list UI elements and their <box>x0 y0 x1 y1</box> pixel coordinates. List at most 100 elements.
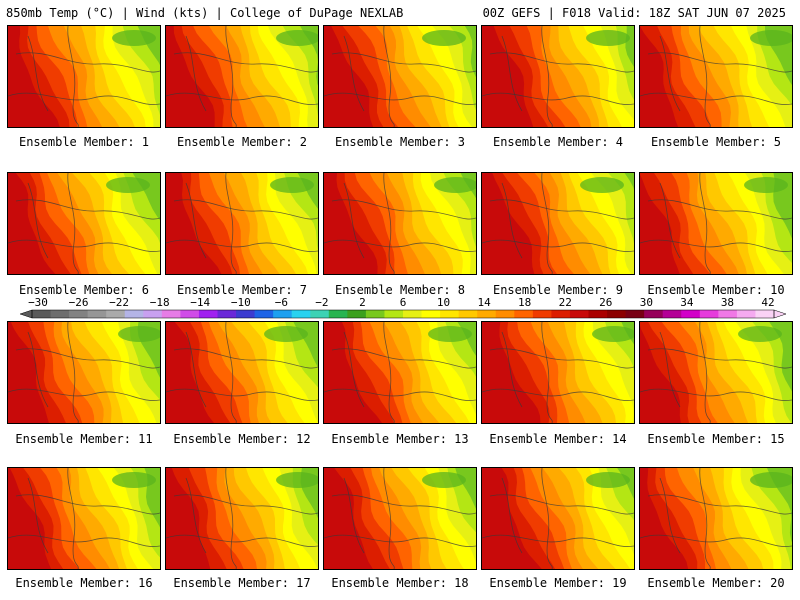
ensemble-panel <box>7 172 161 275</box>
ensemble-panel <box>165 172 319 275</box>
temperature-map-icon <box>482 26 634 127</box>
temperature-map-icon <box>324 468 476 569</box>
colorbar-tick-label: 14 <box>477 296 491 309</box>
ensemble-panel <box>165 467 319 570</box>
temperature-map-icon <box>324 26 476 127</box>
colorbar: −30 −26 −22 −18 −14 −10 −6 −2 2 6 10 14 18 22 26 30 34 38… <box>19 296 787 319</box>
panel-label: Ensemble Member: 20 <box>647 576 785 590</box>
ensemble-panel <box>323 321 477 424</box>
panel-label: Ensemble Member: 19 <box>489 576 627 590</box>
colorbar-segment <box>124 310 144 318</box>
colorbar-segment <box>50 310 70 318</box>
colorbar-tick-label: −14 <box>190 296 210 309</box>
panel-label: Ensemble Member: 2 <box>176 135 308 149</box>
colorbar-segment <box>699 310 719 318</box>
colorbar-segment <box>495 310 515 318</box>
colorbar-segment <box>662 310 682 318</box>
ensemble-panel <box>323 25 477 128</box>
colorbar-segment <box>458 310 478 318</box>
colorbar-segment <box>755 310 775 318</box>
colorbar-segment <box>440 310 460 318</box>
temperature-map-icon <box>482 468 634 569</box>
panel-label: Ensemble Member: 13 <box>331 432 469 446</box>
colorbar-tick-label: 42 <box>761 296 774 309</box>
colorbar-segment <box>106 310 126 318</box>
temperature-map-icon <box>8 173 160 274</box>
colorbar-segment <box>217 310 237 318</box>
colorbar-segment <box>273 310 293 318</box>
ensemble-panel <box>165 25 319 128</box>
colorbar-segment <box>607 310 627 318</box>
colorbar-segment <box>236 310 256 318</box>
ensemble-panel <box>639 172 793 275</box>
panel-label: Ensemble Member: 16 <box>15 576 153 590</box>
temperature-map-icon <box>482 173 634 274</box>
panel-label: Ensemble Member: 14 <box>489 432 627 446</box>
panel-label: Ensemble Member: 5 <box>650 135 782 149</box>
panel-label: Ensemble Member: 18 <box>331 576 469 590</box>
colorbar-tick-label: 30 <box>640 296 653 309</box>
colorbar-segment <box>328 310 348 318</box>
colorbar-segment <box>143 310 163 318</box>
colorbar-segment <box>718 310 738 318</box>
temperature-map-icon <box>166 173 318 274</box>
colorbar-segment <box>681 310 701 318</box>
temperature-map-icon <box>166 26 318 127</box>
colorbar-tick-label: −10 <box>231 296 251 309</box>
colorbar-segment <box>514 310 534 318</box>
colorbar-segment <box>551 310 571 318</box>
colorbar-tick-label: 22 <box>559 296 572 309</box>
ensemble-panel <box>165 321 319 424</box>
colorbar-segment <box>384 310 404 318</box>
run-valid-time: 00Z GEFS | F018 Valid: 18Z SAT JUN 07 20… <box>482 6 786 20</box>
colorbar-tick-label: −30 <box>28 296 48 309</box>
colorbar-segment <box>477 310 497 318</box>
panel-label: Ensemble Member: 17 <box>173 576 311 590</box>
colorbar-segment <box>644 310 664 318</box>
colorbar-tick-label: 10 <box>437 296 450 309</box>
ensemble-panel <box>481 321 635 424</box>
colorbar-segment <box>69 310 89 318</box>
colorbar-segment <box>365 310 385 318</box>
colorbar-segment <box>588 310 608 318</box>
colorbar-segment <box>569 310 589 318</box>
temperature-map-icon <box>482 322 634 423</box>
colorbar-segment <box>532 310 552 318</box>
colorbar-segment <box>180 310 200 318</box>
ensemble-panel <box>323 172 477 275</box>
temperature-map-icon <box>324 322 476 423</box>
colorbar-tick-label: −6 <box>275 296 288 309</box>
colorbar-segment <box>736 310 756 318</box>
ensemble-panel <box>7 467 161 570</box>
panel-label: Ensemble Member: 12 <box>173 432 311 446</box>
panel-label: Ensemble Member: 15 <box>647 432 785 446</box>
plot-title: 850mb Temp (°C) | Wind (kts) | College o… <box>6 6 404 20</box>
ensemble-panel <box>639 467 793 570</box>
colorbar-segment <box>198 310 218 318</box>
colorbar-tick-label: 38 <box>721 296 734 309</box>
ensemble-panel <box>7 25 161 128</box>
temperature-map-icon <box>8 322 160 423</box>
colorbar-max-arrow-icon <box>773 309 787 319</box>
colorbar-tick-label: 18 <box>518 296 531 309</box>
temperature-map-icon <box>8 468 160 569</box>
panel-label: Ensemble Member: 8 <box>334 283 466 297</box>
colorbar-segment <box>403 310 423 318</box>
colorbar-tick-label: 26 <box>599 296 612 309</box>
panel-label: Ensemble Member: 11 <box>15 432 153 446</box>
ensemble-panel <box>639 25 793 128</box>
colorbar-tick-label: 2 <box>359 296 366 309</box>
colorbar-tick-label: −22 <box>109 296 129 309</box>
colorbar-segment <box>310 310 330 318</box>
panel-label: Ensemble Member: 1 <box>18 135 150 149</box>
ensemble-panel <box>7 321 161 424</box>
colorbar-tick-label: −2 <box>315 296 328 309</box>
colorbar-segment <box>254 310 274 318</box>
colorbar-segment <box>291 310 311 318</box>
colorbar-min-arrow-icon <box>19 309 33 319</box>
panel-label: Ensemble Member: 9 <box>492 283 624 297</box>
colorbar-segment <box>625 310 645 318</box>
temperature-map-icon <box>324 173 476 274</box>
colorbar-tick-label: 6 <box>400 296 407 309</box>
